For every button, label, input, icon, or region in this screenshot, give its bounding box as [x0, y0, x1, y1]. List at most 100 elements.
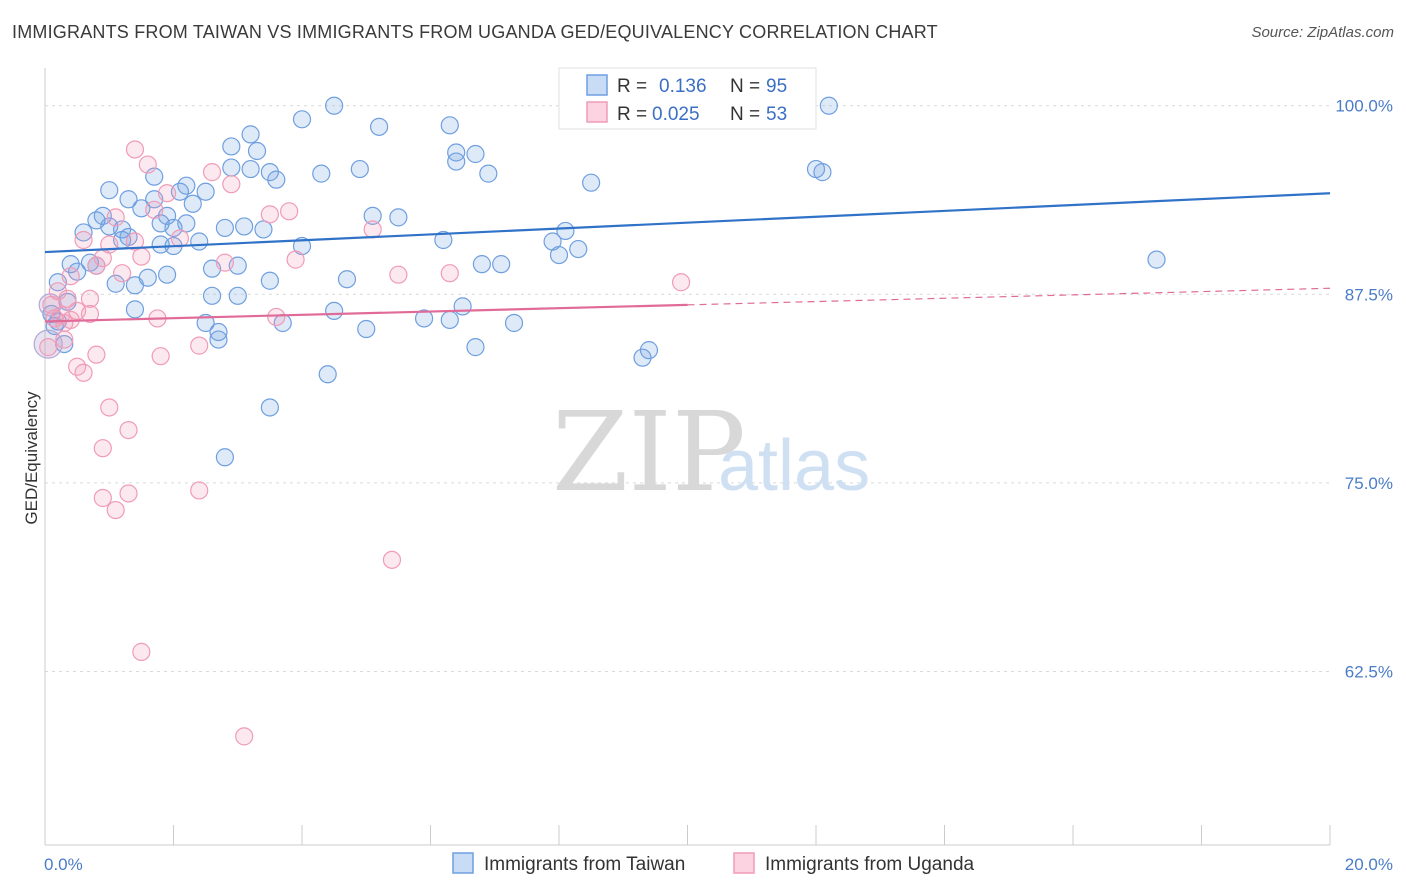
taiwan-point: [370, 117, 389, 136]
uganda-point: [138, 155, 157, 174]
uganda-point: [190, 481, 209, 500]
y-tick-label: 87.5%: [1345, 285, 1393, 304]
taiwan-point: [183, 194, 202, 213]
legend-swatch-uganda: [586, 101, 608, 123]
taiwan-point: [215, 218, 234, 238]
legend-n-label-uganda: N =: [730, 104, 760, 125]
uganda-point: [93, 488, 112, 508]
uganda-point: [280, 202, 299, 221]
taiwan-point: [466, 338, 485, 357]
uganda-point: [119, 420, 138, 440]
series-taiwan-points: [33, 96, 1166, 467]
taiwan-point: [260, 398, 279, 417]
axis-ticks: 100.0% 87.5% 75.0% 62.5% 0.0% 20.0%: [44, 97, 1393, 874]
taiwan-point: [440, 310, 459, 330]
uganda-point: [74, 230, 93, 250]
taiwan-point: [337, 270, 357, 289]
taiwan-point: [466, 144, 485, 164]
watermark-zip: ZIP: [552, 388, 746, 516]
taiwan-point: [440, 116, 459, 135]
taiwan-point: [582, 173, 601, 192]
taiwan-point: [260, 163, 279, 182]
taiwan-point: [119, 190, 138, 209]
taiwan-point: [177, 214, 196, 233]
uganda-point: [235, 727, 254, 746]
uganda-point: [132, 247, 151, 266]
uganda-point: [389, 265, 408, 284]
y-tick-label: 75.0%: [1345, 474, 1393, 493]
taiwan-point: [357, 319, 376, 339]
taiwan-point: [254, 220, 273, 239]
uganda-point: [58, 289, 77, 308]
uganda-point: [93, 439, 112, 458]
taiwan-point: [260, 271, 279, 290]
taiwan-point: [247, 141, 267, 161]
trend-line-uganda-extension: [687, 287, 1331, 306]
taiwan-point: [241, 125, 260, 144]
taiwan-point: [292, 110, 312, 129]
uganda-point: [112, 264, 132, 283]
uganda-point: [260, 205, 279, 224]
taiwan-point: [196, 182, 215, 201]
taiwan-point: [447, 143, 466, 162]
watermark-atlas: atlas: [718, 426, 870, 506]
uganda-point: [119, 484, 138, 503]
series-legend: Immigrants from Taiwan Immigrants from U…: [452, 852, 975, 875]
legend-r-label-uganda: R =: [617, 104, 647, 125]
uganda-point: [125, 140, 145, 159]
uganda-point: [190, 336, 209, 355]
watermark: ZIP atlas: [552, 388, 870, 516]
taiwan-point: [235, 217, 254, 236]
taiwan-point: [202, 286, 222, 305]
uganda-point: [440, 264, 459, 283]
taiwan-point: [1147, 250, 1166, 269]
taiwan-point: [241, 159, 260, 179]
taiwan-point: [74, 223, 93, 242]
taiwan-point: [434, 230, 453, 250]
taiwan-point: [209, 322, 228, 342]
uganda-point: [215, 253, 234, 272]
taiwan-point: [453, 297, 472, 316]
taiwan-point: [813, 163, 832, 182]
uganda-point: [267, 307, 286, 327]
taiwan-point: [125, 300, 145, 319]
uganda-point: [48, 282, 67, 301]
taiwan-point: [819, 96, 838, 115]
taiwan-point: [639, 341, 659, 360]
taiwan-point: [267, 170, 286, 189]
uganda-point: [87, 256, 106, 275]
uganda-point: [157, 184, 177, 203]
taiwan-point: [363, 206, 382, 225]
taiwan-point: [350, 159, 369, 179]
taiwan-point: [157, 265, 177, 284]
taiwan-point: [318, 365, 337, 384]
trend-line-uganda: [44, 303, 688, 323]
x-tick-label: 0.0%: [44, 855, 83, 874]
uganda-point: [61, 267, 80, 286]
taiwan-point: [100, 181, 119, 200]
legend-n-value-uganda: 53: [766, 104, 787, 125]
taiwan-point: [569, 239, 588, 259]
taiwan-point: [222, 137, 241, 156]
legend-n-label-taiwan: N =: [730, 76, 760, 97]
taiwan-point: [190, 232, 209, 251]
taiwan-point: [196, 313, 215, 333]
uganda-point: [39, 338, 58, 357]
uganda-point: [671, 273, 691, 292]
taiwan-point: [215, 448, 234, 467]
taiwan-point: [228, 286, 247, 305]
uganda-point: [382, 550, 402, 569]
taiwan-point: [106, 274, 125, 293]
taiwan-point: [414, 309, 434, 328]
y-tick-label: 100.0%: [1335, 97, 1393, 116]
legend-r-value-taiwan: 0.136: [659, 76, 707, 97]
taiwan-point: [389, 208, 408, 227]
uganda-point: [106, 500, 125, 520]
source-credit: Source: ZipAtlas.com: [1251, 24, 1394, 41]
uganda-point: [55, 330, 74, 349]
uganda-point: [100, 398, 119, 417]
uganda-point: [286, 250, 305, 269]
stats-legend: R = 0.136 N = 95 R = 0.025 N = 53: [558, 67, 817, 130]
uganda-point: [170, 229, 190, 248]
x-tick-label: 20.0%: [1345, 855, 1393, 874]
